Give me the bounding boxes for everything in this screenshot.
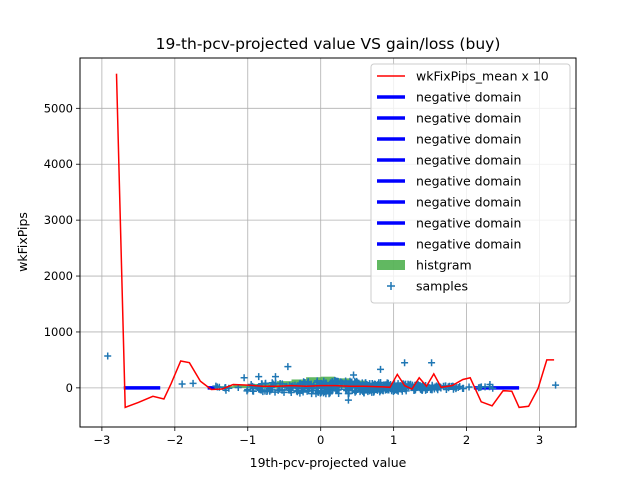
legend: wkFixPips_mean x 10 negative domain negati… — [370, 63, 571, 304]
sample-point — [489, 384, 497, 392]
legend-label: samples — [416, 279, 468, 294]
sample-point — [263, 386, 271, 394]
x-tick-label: 2 — [463, 433, 470, 447]
sample-point — [189, 379, 197, 387]
sample-point — [401, 359, 409, 367]
sample-point — [299, 388, 307, 396]
sample-point — [304, 379, 312, 387]
sample-point — [268, 379, 276, 387]
sample-point — [345, 389, 353, 397]
sample-point — [383, 379, 391, 387]
legend-label: negative domain — [416, 216, 521, 231]
sample-point — [319, 380, 327, 388]
sample-point — [309, 386, 317, 394]
y-tick-label: 1000 — [44, 325, 73, 339]
sample-point — [249, 385, 257, 393]
sample-point — [324, 386, 332, 394]
plot-frame — [79, 57, 577, 428]
legend-handle — [377, 260, 405, 270]
y-tick-label: 3000 — [44, 213, 73, 227]
sample-point — [308, 390, 316, 398]
x-tick-label: 3 — [536, 433, 543, 447]
x-axis-label: 19th-pcv-projected value — [250, 455, 407, 470]
legend-label: negative domain — [416, 90, 521, 105]
sample-point — [407, 380, 415, 388]
sample-point — [393, 386, 401, 394]
sample-point — [278, 386, 286, 394]
x-tick-label: 1 — [390, 433, 397, 447]
sample-point — [359, 387, 367, 395]
legend-label: histgram — [416, 258, 472, 273]
sample-point — [320, 388, 328, 396]
sample-point — [255, 373, 263, 381]
sample-point — [244, 386, 252, 394]
sample-point — [350, 371, 358, 379]
sample-point — [178, 380, 186, 388]
x-tick-label: −1 — [239, 433, 256, 447]
y-tick-label: 2000 — [44, 269, 73, 283]
legend-label: negative domain — [416, 237, 521, 252]
x-tick-label: 0 — [317, 433, 324, 447]
y-tick-label: 0 — [66, 381, 73, 395]
sample-point — [418, 383, 426, 391]
sample-point — [427, 386, 435, 394]
y-tick-label: 4000 — [44, 157, 73, 171]
chart-title: 19-th-pcv-projected value VS gain/loss (… — [156, 35, 501, 53]
sample-point — [377, 386, 385, 394]
sample-point — [296, 389, 304, 397]
sample-point — [284, 363, 292, 371]
mean-line-path — [115, 73, 555, 409]
sample-point — [377, 365, 385, 373]
sample-point — [325, 390, 333, 398]
histogram-bar — [233, 385, 248, 388]
legend-label: negative domain — [416, 132, 521, 147]
sample-point — [331, 376, 339, 384]
sample-point — [259, 388, 267, 396]
axis-ticks: −3 −2 −1 0 1 2 3 0 1000 2000 3000 4000 5000 — [44, 101, 543, 447]
sample-point — [337, 378, 345, 386]
x-tick-label: −3 — [93, 433, 110, 447]
sample-point — [428, 359, 436, 367]
sample-point — [335, 389, 343, 397]
sample-point — [449, 385, 457, 393]
sample-point — [366, 387, 374, 395]
sample-point — [552, 381, 560, 389]
sample-point — [271, 373, 279, 381]
y-axis-label: wkFixPips — [15, 212, 30, 272]
legend-box — [370, 63, 571, 304]
sample-point — [475, 384, 483, 392]
sample-point — [344, 396, 352, 404]
x-tick-label: −2 — [166, 433, 183, 447]
legend-label: negative domain — [416, 174, 521, 189]
sample-point — [444, 384, 452, 392]
y-tick-label: 5000 — [44, 101, 73, 115]
sample-point — [285, 386, 293, 394]
sample-point — [240, 374, 248, 382]
sample-point — [486, 381, 494, 389]
legend-label: negative domain — [416, 111, 521, 126]
legend-handle — [387, 282, 395, 290]
legend-label: wkFixPips_mean x 10 — [416, 69, 549, 84]
sample-point — [481, 383, 489, 391]
sample-point — [465, 383, 473, 391]
sample-point — [293, 383, 301, 391]
sample-point — [459, 384, 467, 392]
sample-point — [342, 377, 350, 385]
legend-label: negative domain — [416, 195, 521, 210]
sample-point — [212, 382, 220, 390]
sample-point — [422, 386, 430, 394]
sample-point — [104, 352, 112, 360]
mean-line — [115, 73, 555, 409]
sample-point — [267, 383, 275, 391]
samples-scatter — [104, 352, 560, 404]
legend-label: negative domain — [416, 153, 521, 168]
sample-point — [346, 381, 354, 389]
